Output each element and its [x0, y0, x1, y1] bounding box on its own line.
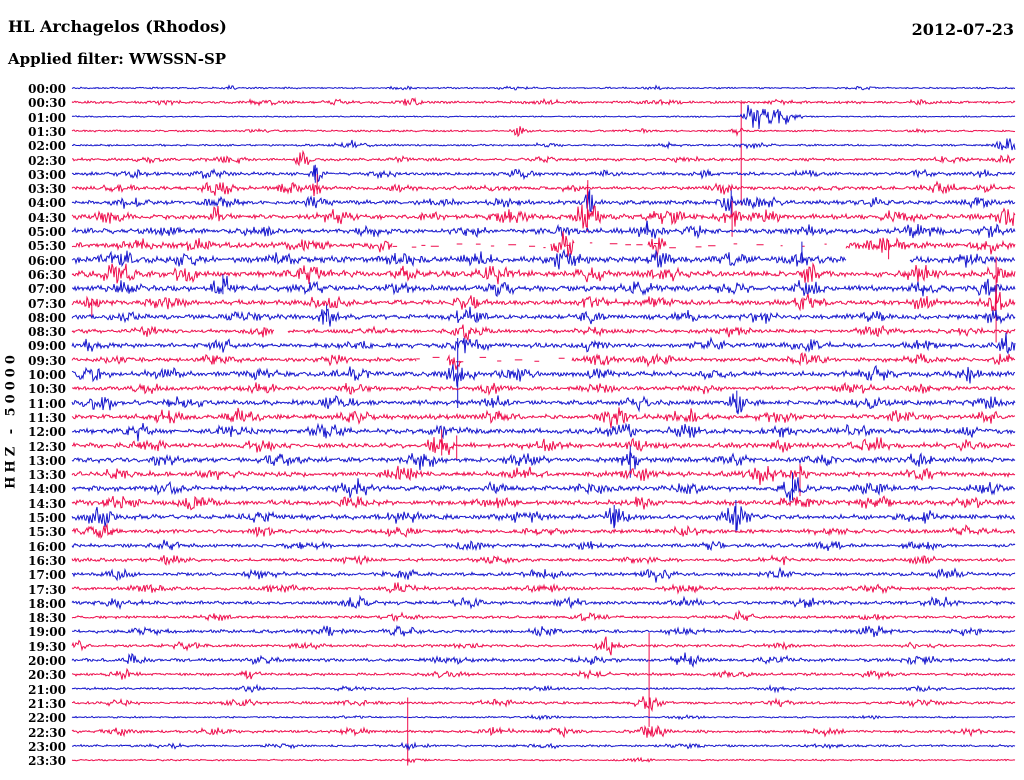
- trace-22:00: [71, 714, 1016, 721]
- row-time-label: 12:00: [28, 425, 66, 440]
- trace-11:30: [71, 407, 1016, 429]
- trace-01:00: [71, 104, 1016, 130]
- trace-19:00: [72, 624, 1016, 638]
- trace-20:30: [71, 667, 1016, 681]
- row-time-label: 21:00: [28, 682, 66, 697]
- row-time-label: 22:00: [28, 711, 66, 726]
- trace-21:30: [71, 632, 1016, 727]
- row-time-label: 14:00: [28, 482, 66, 497]
- row-time-label: 08:30: [28, 325, 66, 340]
- row-time-label: 18:00: [28, 596, 66, 611]
- row-time-label: 06:30: [28, 267, 66, 282]
- trace-17:00: [71, 566, 1016, 583]
- row-time-label: 09:30: [28, 353, 66, 368]
- row-time-label: 15:00: [28, 511, 66, 525]
- row-time-label: 23:00: [28, 739, 66, 754]
- trace-03:30: [71, 174, 1015, 197]
- trace-02:30: [71, 149, 1016, 167]
- row-time-label: 07:30: [28, 296, 66, 311]
- row-time-label: 19:00: [28, 625, 66, 640]
- trace-06:00: [71, 241, 1016, 270]
- row-time-label: 02:00: [28, 139, 66, 154]
- row-time-label: 18:30: [28, 611, 66, 626]
- trace-13:30: [71, 464, 1016, 497]
- trace-23:30: [71, 756, 1016, 764]
- row-time-label: 16:30: [28, 553, 66, 568]
- row-time-label: 10:30: [28, 382, 66, 397]
- trace-02:00: [71, 138, 1016, 151]
- row-time-label: 00:00: [28, 82, 66, 96]
- row-time-label: 19:30: [28, 639, 66, 654]
- row-time-label: 08:00: [28, 310, 66, 325]
- trace-16:00: [71, 539, 1016, 552]
- row-time-label: 04:00: [28, 196, 66, 211]
- row-time-label: 11:00: [28, 396, 66, 411]
- row-time-label: 11:30: [28, 410, 66, 425]
- date-label: 2012-07-23: [911, 20, 1014, 39]
- row-time-label: 17:30: [28, 582, 66, 597]
- trace-09:30: [71, 352, 1016, 370]
- filter-label: Applied filter: WWSSN-SP: [8, 50, 227, 68]
- trace-23:00: [71, 741, 1016, 752]
- trace-15:30: [71, 522, 1016, 539]
- row-time-label: 13:30: [28, 468, 66, 483]
- trace-03:00: [71, 164, 1016, 183]
- row-time-label: 05:00: [28, 225, 66, 239]
- row-time-label: 13:00: [28, 453, 66, 468]
- trace-20:00: [71, 652, 1016, 668]
- trace-07:00: [71, 274, 1016, 298]
- row-time-label: 07:00: [28, 282, 66, 297]
- trace-14:30: [71, 495, 1016, 511]
- trace-17:30: [71, 582, 1016, 595]
- row-time-label: 15:30: [28, 525, 66, 540]
- row-time-label: 03:30: [28, 182, 66, 197]
- trace-01:30: [71, 126, 1016, 138]
- trace-09:00: [71, 332, 1016, 355]
- row-time-label: 22:30: [28, 725, 66, 740]
- row-time-label: 17:00: [28, 568, 66, 583]
- trace-05:00: [71, 220, 1016, 240]
- row-time-label: 14:30: [28, 496, 66, 511]
- row-time-label: 05:30: [28, 239, 66, 254]
- row-time-label: 23:30: [28, 754, 66, 769]
- row-time-label: 12:30: [28, 439, 66, 454]
- trace-12:30: [71, 429, 1016, 460]
- trace-18:00: [71, 594, 1016, 610]
- row-time-label: 01:00: [28, 110, 66, 125]
- trace-16:30: [71, 554, 1016, 566]
- trace-15:00: [71, 500, 1016, 532]
- trace-10:30: [71, 381, 1015, 396]
- row-time-label: 02:30: [28, 153, 66, 168]
- row-time-label: 01:30: [28, 124, 66, 139]
- row-time-label: 00:30: [28, 96, 66, 111]
- trace-07:30: [71, 256, 1016, 343]
- row-time-label: 09:00: [28, 339, 66, 354]
- trace-04:30: [71, 184, 1016, 237]
- row-time-label: 21:30: [28, 696, 66, 711]
- row-time-label: 06:00: [28, 253, 66, 268]
- trace-08:00: [71, 304, 1016, 327]
- trace-11:00: [71, 390, 1016, 415]
- row-time-label: 20:00: [28, 654, 66, 668]
- trace-18:30: [71, 609, 1016, 623]
- page-title: HL Archagelos (Rhodos): [8, 17, 227, 36]
- row-time-label: 10:00: [28, 368, 66, 382]
- row-time-label: 20:30: [28, 668, 66, 683]
- trace-04:00: [71, 189, 1016, 217]
- row-time-label: 16:00: [28, 539, 66, 554]
- row-time-label: 03:00: [28, 167, 66, 182]
- trace-12:00: [71, 422, 1016, 442]
- trace-21:00: [71, 683, 1016, 694]
- trace-06:30: [71, 262, 1016, 285]
- row-time-label: 04:30: [28, 210, 66, 225]
- trace-19:30: [71, 636, 1016, 656]
- trace-10:00: [71, 338, 1015, 408]
- trace-00:00: [71, 84, 1016, 91]
- trace-22:30: [71, 697, 1016, 766]
- trace-05:30: [71, 231, 1016, 260]
- trace-08:30: [71, 324, 1016, 342]
- trace-14:00: [71, 472, 1015, 502]
